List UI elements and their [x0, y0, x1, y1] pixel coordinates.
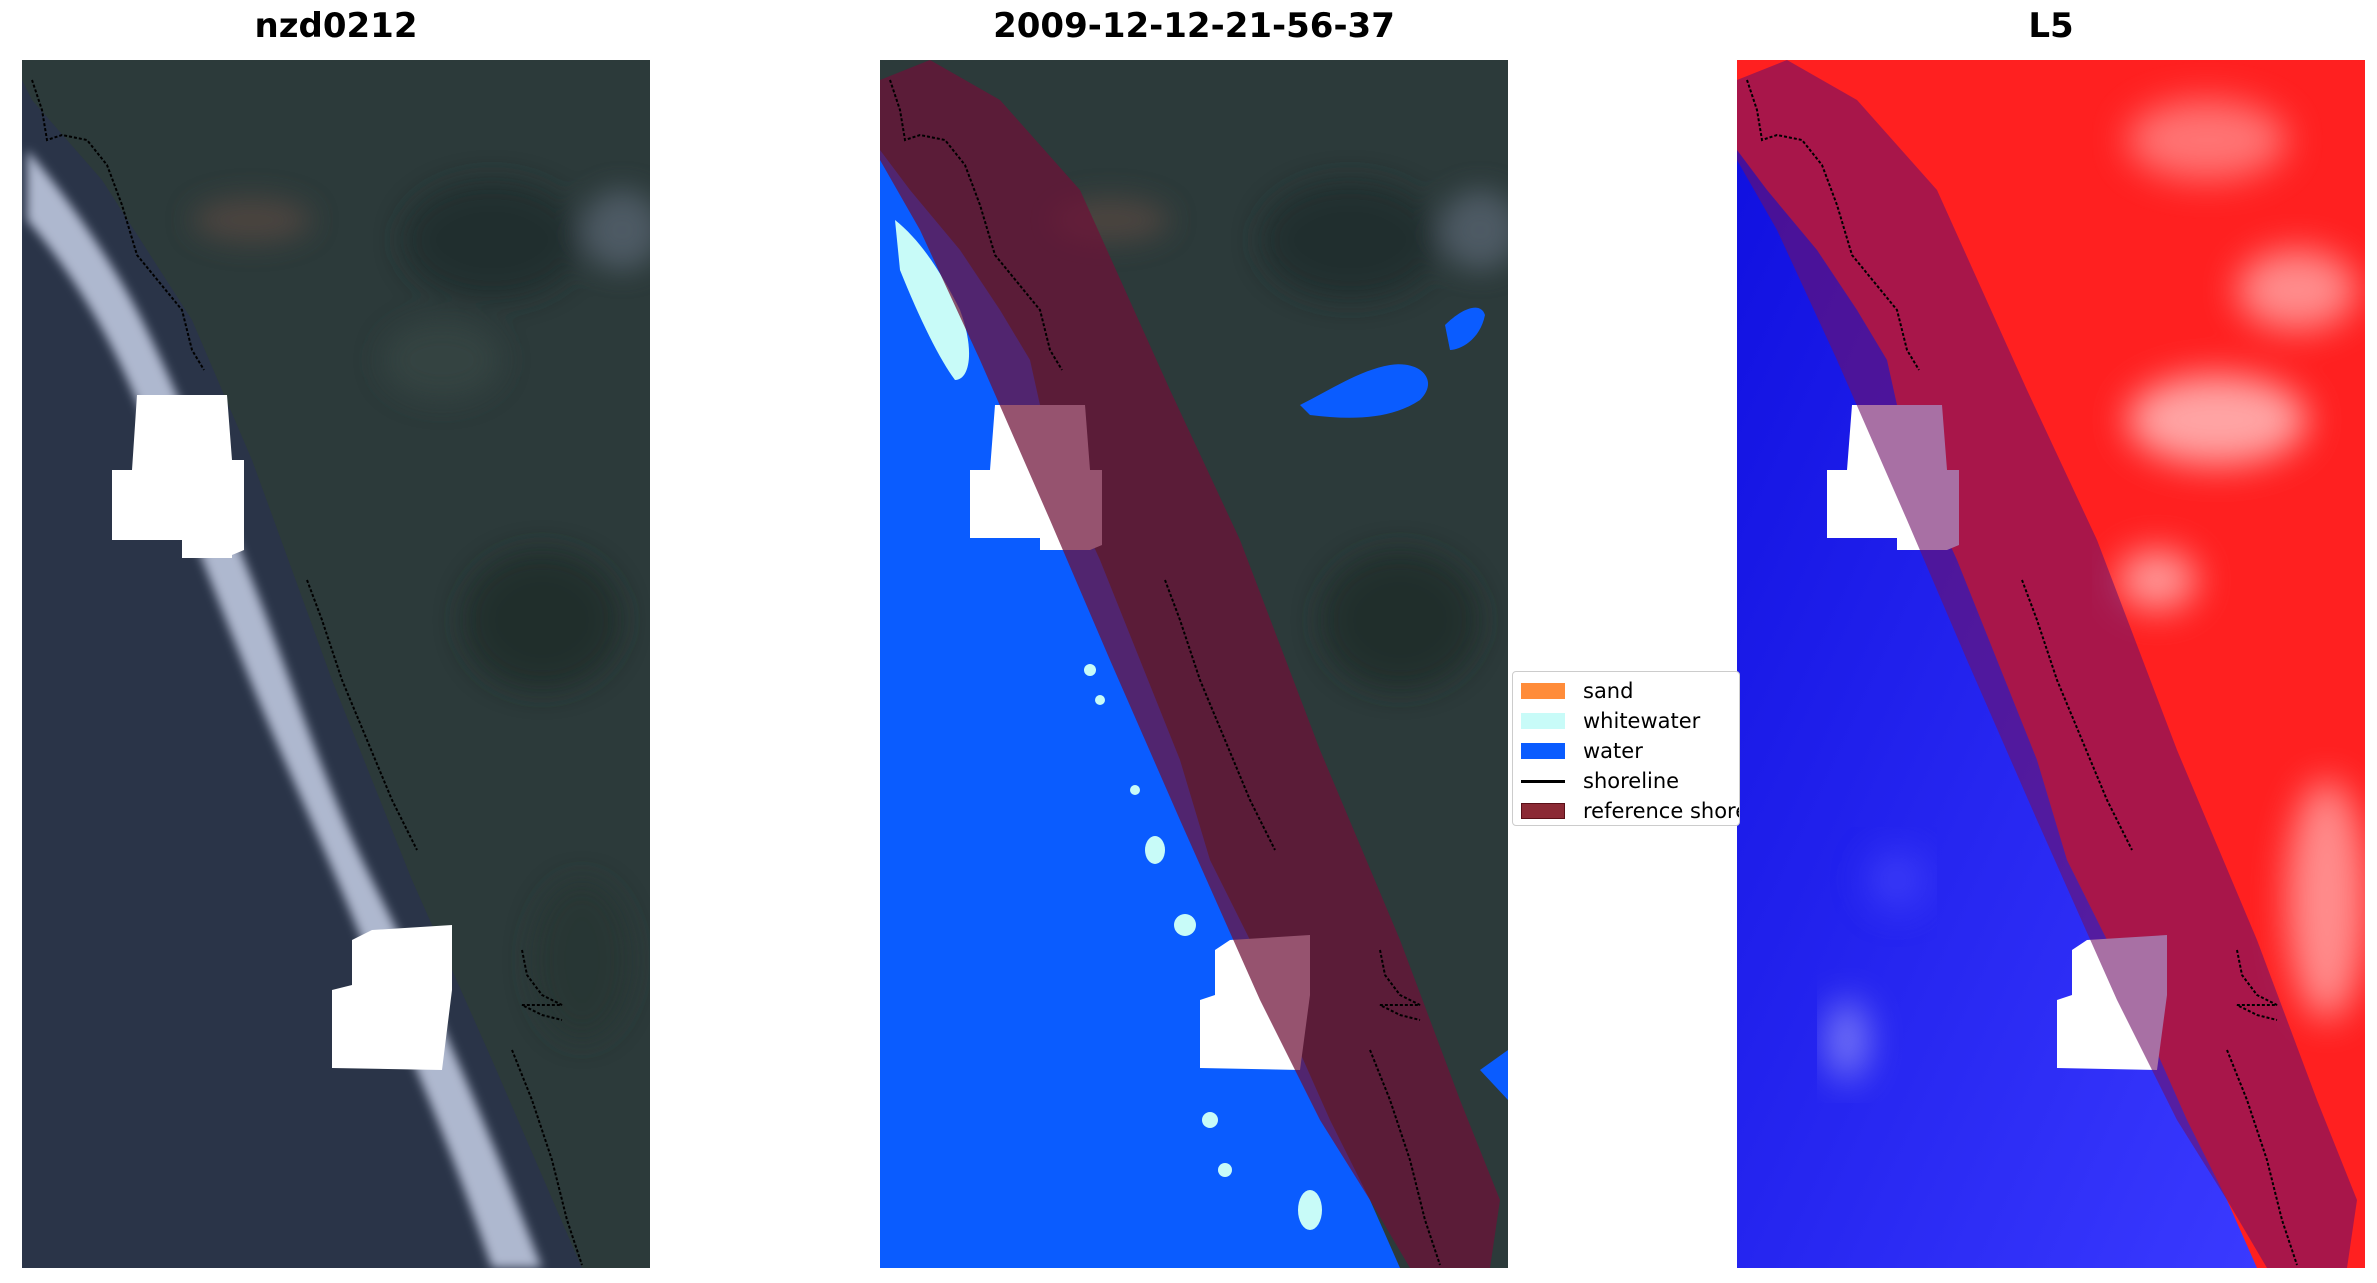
- legend-line-shoreline: [1521, 779, 1565, 783]
- legend-label-reference-shoreline: reference shoreline: [1583, 799, 1739, 823]
- legend-item-sand: sand: [1521, 679, 1634, 703]
- legend-patch-water: [1521, 743, 1565, 759]
- panel-title-classified: 2009-12-12-21-56-37: [993, 6, 1395, 46]
- legend-item-whitewater: whitewater: [1521, 709, 1701, 733]
- legend-patch-reference-shoreline: [1521, 803, 1565, 819]
- rgb-image: [22, 60, 650, 1268]
- shoreline-lower: [511, 949, 583, 1266]
- classified-image-panel: [880, 60, 1508, 1268]
- legend-patch-sand: [1521, 683, 1565, 699]
- reference-shoreline-buffer: [880, 60, 1500, 1268]
- legend-item-shoreline: shoreline: [1521, 769, 1680, 793]
- rgb-image-panel: [22, 60, 650, 1268]
- classified-image: [880, 60, 1508, 1268]
- shoreline-upper: [31, 79, 205, 371]
- cloud-mask-upper: [112, 395, 244, 558]
- cloud-mask-lower: [332, 925, 452, 1070]
- water-inland-patch: [1300, 364, 1429, 418]
- index-image: [1737, 60, 2365, 1268]
- legend-label-sand: sand: [1583, 679, 1634, 703]
- panel-title-index: L5: [2028, 6, 2074, 46]
- legend: sand whitewater water shoreline referenc…: [1512, 671, 1740, 826]
- index-image-panel: [1737, 60, 2365, 1268]
- shoreline-mid: [306, 579, 418, 851]
- panel-title-rgb: nzd0212: [254, 6, 418, 46]
- whitewater-region: [895, 220, 970, 380]
- legend-patch-whitewater: [1521, 713, 1565, 729]
- legend-label-whitewater: whitewater: [1583, 709, 1701, 733]
- legend-item-reference-shoreline: reference shoreline: [1521, 799, 1739, 823]
- legend-label-shoreline: shoreline: [1583, 769, 1680, 793]
- legend-label-water: water: [1583, 739, 1643, 763]
- legend-item-water: water: [1521, 739, 1643, 763]
